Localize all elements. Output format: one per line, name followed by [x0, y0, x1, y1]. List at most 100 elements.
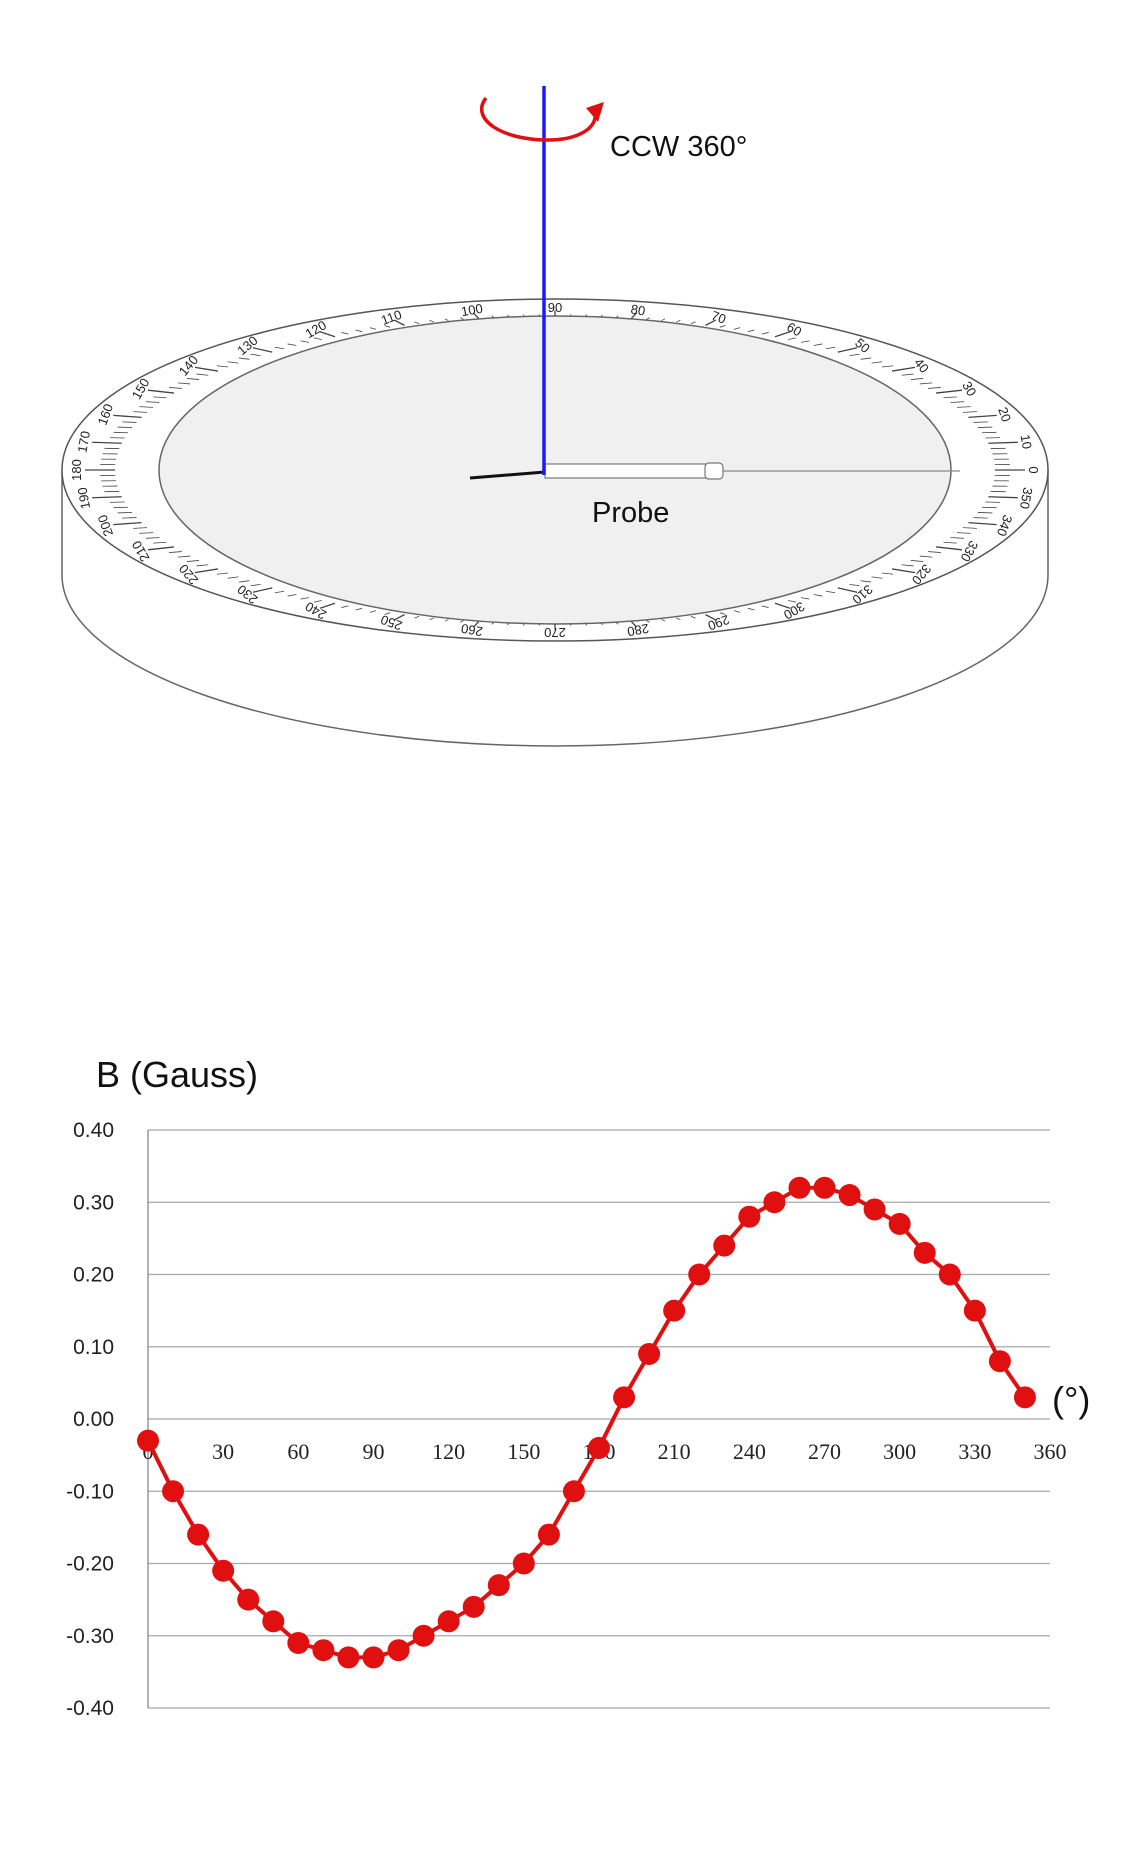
rotation-label: CCW 360°: [610, 131, 747, 163]
dial-tick: [950, 401, 964, 403]
x-tick-label: 300: [883, 1439, 916, 1464]
dial-tick: [825, 346, 836, 350]
data-point: [788, 1176, 811, 1199]
dial-tick: [733, 610, 741, 613]
dial-tick: [472, 621, 480, 628]
data-point: [387, 1639, 410, 1662]
dial-tick: [871, 576, 883, 579]
data-point: [487, 1574, 510, 1597]
dial-tick: [319, 602, 336, 609]
dial-tick: [147, 546, 175, 551]
dial-tick: [774, 331, 791, 338]
dial-tick: [919, 555, 933, 558]
x-tick-label: 270: [808, 1439, 841, 1464]
y-tick-label: 0.40: [73, 1119, 114, 1142]
series-line: [146, 1185, 1027, 1660]
x-tick-label: 330: [958, 1439, 991, 1464]
dial-tick: [891, 568, 916, 574]
data-point: [1013, 1386, 1036, 1409]
dial-tick: [600, 314, 603, 318]
dial-tick: [600, 622, 603, 626]
dial-tick: [881, 365, 894, 368]
dial-tick: [800, 340, 810, 343]
dial-tick: [113, 521, 142, 526]
dial-tick: [238, 580, 250, 583]
dial-tick: [705, 614, 717, 621]
dial-tick: [186, 378, 200, 380]
dial-tick: [250, 583, 261, 587]
dial-tick: [250, 353, 261, 357]
data-point: [237, 1588, 260, 1611]
dial-tick: [928, 387, 941, 389]
dial-label: 110: [379, 307, 404, 328]
dial-tick: [825, 590, 836, 594]
dial-label: 30: [959, 379, 979, 399]
dial-tick: [943, 396, 957, 399]
data-point: [588, 1436, 610, 1459]
dial-tick: [733, 327, 741, 330]
dial-tick: [122, 517, 137, 519]
dial-label: 0: [1026, 466, 1041, 473]
data-point: [838, 1184, 861, 1207]
dial-tick: [646, 317, 650, 320]
dial-tick: [774, 602, 791, 609]
dial-label: 20: [995, 405, 1014, 424]
dial-tick: [891, 366, 916, 372]
dial-tick: [147, 389, 175, 394]
dial-tick: [988, 496, 1018, 499]
dial-label: 340: [994, 513, 1016, 539]
data-point: [287, 1631, 310, 1654]
dial-label: 280: [626, 621, 650, 640]
data-point: [137, 1429, 159, 1452]
dial-tick: [369, 327, 377, 330]
dial-label: 250: [379, 612, 405, 634]
rotation-stage-diagram: 0102030405060708090100110120130140150160…: [61, 86, 1049, 747]
dial-tick: [313, 600, 322, 603]
data-point: [613, 1386, 636, 1409]
dial-tick: [788, 600, 797, 603]
dial-tick: [860, 580, 872, 583]
dial-tick: [252, 347, 273, 353]
data-point: [162, 1480, 185, 1503]
dial-tick: [676, 319, 681, 323]
dial-tick: [968, 521, 997, 526]
dial-tick: [414, 321, 420, 325]
dial-tick: [956, 406, 971, 408]
data-point: [913, 1241, 936, 1264]
dial-label: 10: [1018, 433, 1035, 450]
x-tick-label: 210: [658, 1439, 691, 1464]
dial-tick: [988, 441, 1018, 444]
data-point: [537, 1523, 560, 1546]
dial-tick: [507, 314, 510, 318]
dial-tick: [216, 572, 229, 575]
data-point: [938, 1263, 961, 1286]
data-point: [688, 1263, 711, 1286]
dial-tick: [962, 527, 977, 529]
dial-tick: [871, 361, 883, 364]
dial-tick: [92, 496, 122, 499]
dial-tick: [341, 332, 349, 335]
dial-tick: [950, 537, 964, 539]
dial-tick: [429, 617, 434, 621]
probe: [469, 462, 960, 480]
dial-tick: [522, 623, 525, 626]
dial-tick: [133, 411, 148, 413]
data-point: [337, 1646, 360, 1669]
dial-tick: [661, 318, 666, 322]
data-point: [312, 1639, 335, 1662]
dial-tick: [313, 337, 322, 340]
dial-tick: [837, 347, 858, 353]
dial-label: 160: [95, 402, 117, 428]
dial-ticks: [85, 310, 1025, 630]
y-tick-label: 0.30: [73, 1191, 114, 1214]
dial-label: 350: [1017, 486, 1036, 510]
dial-label: 170: [74, 430, 93, 454]
dial-tick: [153, 396, 167, 399]
y-tick-label: 0.20: [73, 1264, 114, 1287]
data-point: [262, 1610, 285, 1633]
dial-tick: [837, 587, 858, 593]
dial-tick: [973, 517, 988, 519]
gridlines: [148, 1129, 1050, 1709]
dial-tick: [910, 378, 924, 380]
dial-tick: [491, 315, 495, 318]
